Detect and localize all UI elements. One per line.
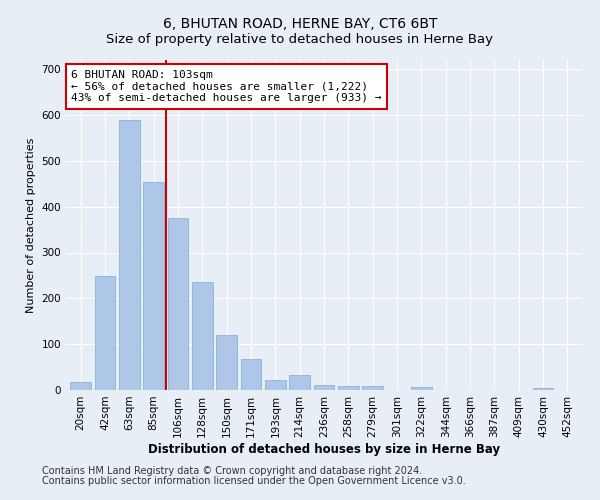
Bar: [241, 359, 262, 390]
Bar: [192, 282, 212, 390]
Bar: [167, 218, 188, 390]
Bar: [533, 388, 553, 390]
Bar: [216, 335, 237, 390]
Bar: [70, 382, 91, 390]
Bar: [338, 386, 359, 390]
Y-axis label: Number of detached properties: Number of detached properties: [26, 138, 36, 312]
X-axis label: Distribution of detached houses by size in Herne Bay: Distribution of detached houses by size …: [148, 442, 500, 456]
Text: 6 BHUTAN ROAD: 103sqm
← 56% of detached houses are smaller (1,222)
43% of semi-d: 6 BHUTAN ROAD: 103sqm ← 56% of detached …: [71, 70, 382, 103]
Bar: [143, 182, 164, 390]
Text: Size of property relative to detached houses in Herne Bay: Size of property relative to detached ho…: [107, 32, 493, 46]
Bar: [265, 380, 286, 390]
Text: Contains public sector information licensed under the Open Government Licence v3: Contains public sector information licen…: [42, 476, 466, 486]
Text: Contains HM Land Registry data © Crown copyright and database right 2024.: Contains HM Land Registry data © Crown c…: [42, 466, 422, 476]
Text: 6, BHUTAN ROAD, HERNE BAY, CT6 6BT: 6, BHUTAN ROAD, HERNE BAY, CT6 6BT: [163, 18, 437, 32]
Bar: [289, 376, 310, 390]
Bar: [314, 385, 334, 390]
Bar: [362, 386, 383, 390]
Bar: [95, 276, 115, 390]
Bar: [411, 387, 432, 390]
Bar: [119, 120, 140, 390]
